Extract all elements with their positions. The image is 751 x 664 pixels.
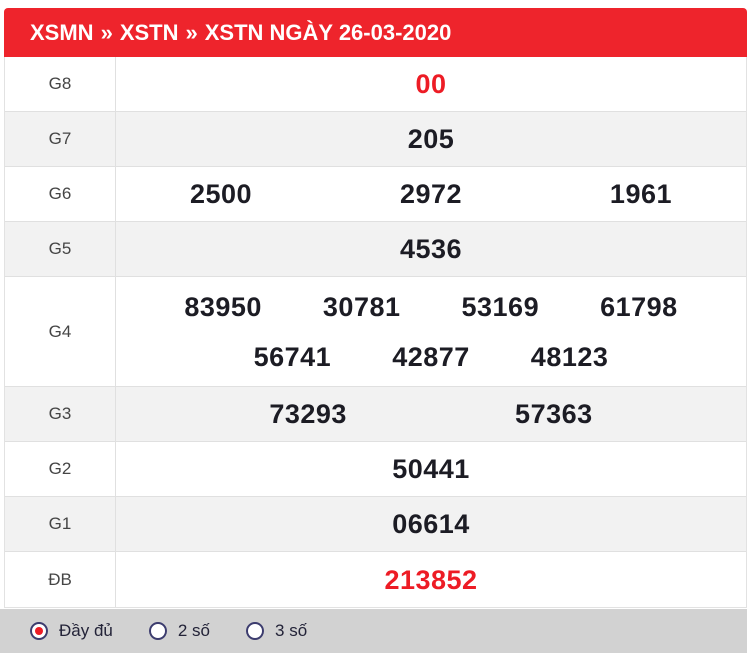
prize-value: 53169 [461,291,540,322]
prize-label-g6: G6 [5,167,116,221]
prize-label-g2: G2 [5,442,116,496]
prize-value: 06614 [392,509,470,539]
prize-label-g7: G7 [5,112,116,166]
breadcrumb-link-xsmn[interactable]: XSMN [30,19,94,45]
breadcrumb-separator: » [185,19,198,45]
table-row-g2: G2 50441 [5,442,746,497]
display-mode-filter-bar: Đầy đủ 2 số 3 số [0,609,747,653]
prize-label-g8: G8 [5,57,116,111]
prize-values-g3: 73293 57363 [116,387,746,441]
prize-value: 213852 [384,564,478,595]
prize-label-g5: G5 [5,222,116,276]
prize-values-g8: 00 [116,57,746,111]
table-row-g4: G4 83950 30781 53169 61798 56741 42877 4… [5,277,746,387]
prize-values-g2: 50441 [116,442,746,496]
prize-value: 30781 [322,291,401,322]
prize-value: 2972 [399,179,463,209]
breadcrumb-separator: » [100,19,113,45]
table-row-g6: G6 2500 2972 1961 [5,167,746,222]
prize-values-db: 213852 [116,552,746,607]
page-title: XSTN NGÀY 26-03-2020 [204,19,452,45]
radio-label: 3 số [275,621,308,640]
table-row-g3: G3 73293 57363 [5,387,746,442]
breadcrumb-link-xstn[interactable]: XSTN [119,19,179,45]
prize-label-db: ĐB [5,552,116,607]
results-table: G8 00 G7 205 G6 2500 2972 1961 G5 4536 [4,57,747,608]
prize-value: 1961 [609,179,672,209]
prize-value: 42877 [392,341,470,372]
table-row-g7: G7 205 [5,112,746,167]
prize-value: 61798 [600,291,678,322]
prize-value: 50441 [392,454,470,484]
prize-value: 205 [407,124,455,154]
table-row-g8: G8 00 [5,57,746,112]
breadcrumb: XSMN » XSTN » XSTN NGÀY 26-03-2020 [4,8,747,57]
prize-values-g1: 06614 [116,497,746,551]
radio-option-full[interactable]: Đầy đủ [30,621,113,641]
prize-label-g4: G4 [5,277,116,386]
prize-value: 00 [415,69,447,99]
prize-value: 48123 [530,341,609,372]
radio-icon[interactable] [246,622,265,640]
radio-option-2-digits[interactable]: 2 số [148,621,211,641]
lottery-results-widget: XSMN » XSTN » XSTN NGÀY 26-03-2020 G8 00… [0,8,751,653]
table-row-g5: G5 4536 [5,222,746,277]
radio-icon[interactable] [148,622,167,640]
prize-value: 73293 [269,399,347,429]
radio-label: Đầy đủ [59,621,113,640]
prize-value: 4536 [399,234,463,264]
prize-values-g7: 205 [116,112,746,166]
prize-values-g5: 4536 [116,222,746,276]
prize-label-g3: G3 [5,387,116,441]
radio-label: 2 số [177,621,211,640]
table-row-g1: G1 06614 [5,497,746,552]
radio-option-3-digits[interactable]: 3 số [246,621,307,641]
prize-value: 56741 [253,341,332,372]
radio-icon[interactable] [30,622,48,640]
prize-value: 57363 [515,399,593,429]
prize-value: 2500 [189,179,253,209]
prize-values-g6: 2500 2972 1961 [116,167,746,221]
table-row-db: ĐB 213852 [5,552,746,607]
prize-values-g4: 83950 30781 53169 61798 56741 42877 4812… [116,277,746,386]
prize-label-g1: G1 [5,497,116,551]
prize-value: 83950 [184,291,262,322]
